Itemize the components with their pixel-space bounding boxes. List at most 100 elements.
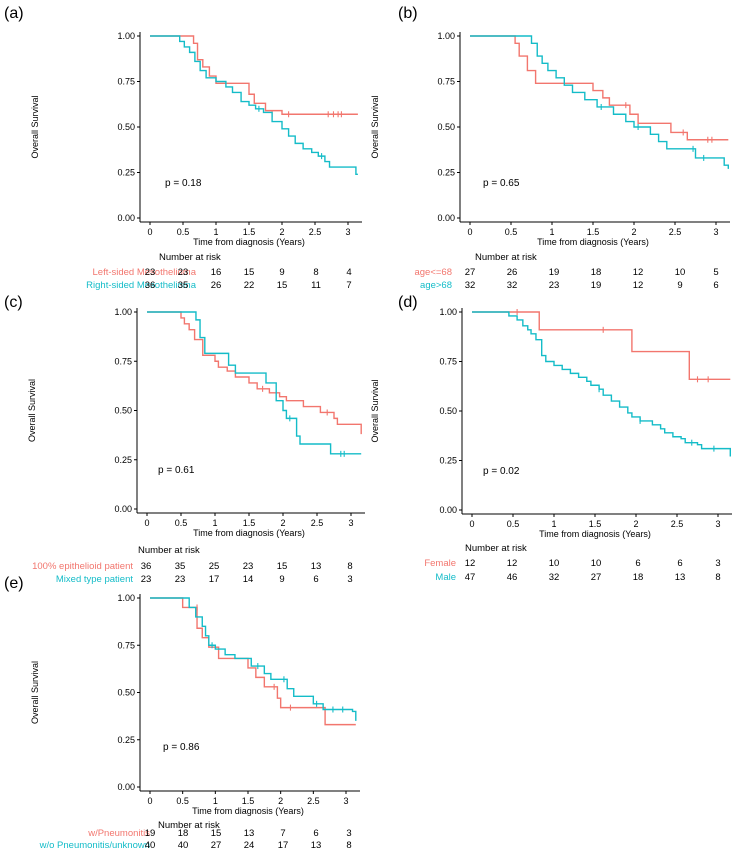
risk-count: 24 — [244, 840, 255, 851]
risk-count: 6 — [713, 280, 718, 291]
risk-count: 6 — [635, 558, 640, 569]
survival-curve-2 — [470, 35, 729, 169]
risk-count: 13 — [675, 572, 686, 583]
risk-count: 15 — [277, 280, 288, 291]
x-tick-label: 3 — [348, 518, 353, 528]
x-tick-label: 1 — [212, 518, 217, 528]
risk-count: 8 — [346, 840, 351, 851]
panel-label: (e) — [4, 575, 24, 592]
risk-count: 36 — [145, 280, 156, 291]
risk-count: 13 — [311, 840, 322, 851]
y-tick-label: 0.75 — [117, 77, 135, 87]
y-tick-label: 0.75 — [117, 640, 135, 650]
y-tick-label: 0.50 — [117, 688, 135, 698]
risk-row-label-1: w/Pneumonitis — [87, 828, 150, 839]
risk-count: 19 — [549, 267, 560, 278]
y-tick-label: 1.00 — [117, 593, 135, 603]
y-axis-label: Overall Survival — [30, 95, 40, 158]
x-tick-label: 1 — [551, 519, 556, 529]
risk-count: 15 — [277, 561, 288, 572]
risk-row-label-2: age>68 — [420, 280, 452, 291]
risk-count: 8 — [715, 572, 720, 583]
x-tick-label: 1.5 — [243, 227, 256, 237]
survival-curve-2 — [150, 597, 357, 721]
risk-count: 10 — [675, 267, 686, 278]
x-tick-label: 1 — [549, 227, 554, 237]
risk-count: 9 — [677, 280, 682, 291]
risk-count: 3 — [715, 558, 720, 569]
x-axis-label: Time from diagnosis (Years) — [192, 806, 304, 816]
p-value: p = 0.02 — [483, 466, 520, 477]
y-tick-label: 0.00 — [437, 213, 455, 223]
risk-row-label-1: 100% epithelioid patient — [32, 561, 133, 572]
risk-table-title: Number at risk — [159, 252, 221, 263]
survival-curve-1 — [470, 35, 729, 141]
risk-count: 26 — [211, 280, 222, 291]
risk-count: 12 — [507, 558, 518, 569]
x-tick-label: 2.5 — [309, 227, 322, 237]
risk-table-title: Number at risk — [475, 252, 537, 263]
risk-count: 11 — [311, 280, 321, 291]
x-tick-label: 2 — [279, 227, 284, 237]
risk-count: 10 — [591, 558, 602, 569]
risk-count: 8 — [313, 267, 318, 278]
p-value: p = 0.18 — [165, 178, 202, 189]
risk-count: 27 — [465, 267, 476, 278]
x-tick-label: 0.5 — [176, 796, 189, 806]
risk-count: 12 — [633, 280, 644, 291]
x-tick-label: 3 — [715, 519, 720, 529]
risk-count: 23 — [175, 574, 186, 585]
y-tick-label: 1.00 — [439, 307, 457, 317]
risk-count: 19 — [591, 280, 602, 291]
y-tick-label: 0.00 — [117, 213, 135, 223]
x-tick-label: 3 — [345, 227, 350, 237]
x-tick-label: 3 — [343, 796, 348, 806]
x-axis-label: Time from diagnosis (Years) — [193, 237, 305, 247]
y-tick-label: 0.25 — [439, 456, 457, 466]
panel-label: (c) — [4, 294, 23, 311]
y-tick-label: 0.25 — [437, 168, 455, 178]
x-tick-label: 2.5 — [307, 796, 320, 806]
x-tick-label: 2 — [278, 796, 283, 806]
x-tick-label: 1.5 — [589, 519, 602, 529]
risk-count: 9 — [279, 574, 284, 585]
p-value: p = 0.65 — [483, 178, 520, 189]
y-tick-label: 0.75 — [114, 356, 132, 366]
risk-table-title: Number at risk — [158, 820, 220, 831]
risk-count: 5 — [713, 267, 718, 278]
survival-curve-2 — [472, 311, 731, 457]
risk-count: 40 — [178, 840, 189, 851]
risk-count: 26 — [507, 267, 518, 278]
x-tick-label: 1.5 — [243, 518, 256, 528]
y-tick-label: 0.50 — [117, 122, 135, 132]
y-tick-label: 0.25 — [114, 455, 132, 465]
risk-count: 19 — [145, 828, 156, 839]
risk-count: 40 — [145, 840, 156, 851]
x-tick-label: 0.5 — [175, 518, 188, 528]
risk-count: 35 — [175, 561, 186, 572]
y-axis-label: Overall Survival — [370, 95, 380, 158]
p-value: p = 0.86 — [163, 742, 200, 753]
panel-label: (a) — [4, 5, 24, 22]
risk-row-label-1: Left-sided Mesothelioma — [93, 267, 197, 278]
risk-row-label-1: age<=68 — [414, 267, 452, 278]
survival-curve-1 — [472, 311, 731, 381]
y-tick-label: 0.25 — [117, 168, 135, 178]
y-tick-label: 0.00 — [114, 504, 132, 514]
x-tick-label: 0 — [144, 518, 149, 528]
survival-curve-2 — [150, 35, 358, 176]
y-tick-label: 0.50 — [114, 406, 132, 416]
risk-count: 6 — [313, 828, 318, 839]
y-tick-label: 0.00 — [439, 505, 457, 515]
y-tick-label: 0.75 — [437, 77, 455, 87]
y-tick-label: 0.50 — [439, 406, 457, 416]
y-tick-label: 1.00 — [117, 31, 135, 41]
risk-count: 14 — [243, 574, 254, 585]
risk-count: 27 — [211, 840, 222, 851]
risk-count: 18 — [633, 572, 644, 583]
x-tick-label: 0.5 — [505, 227, 518, 237]
x-tick-label: 2 — [633, 519, 638, 529]
panel-label: (d) — [398, 294, 418, 311]
x-tick-label: 3 — [713, 227, 718, 237]
x-tick-label: 0 — [469, 519, 474, 529]
